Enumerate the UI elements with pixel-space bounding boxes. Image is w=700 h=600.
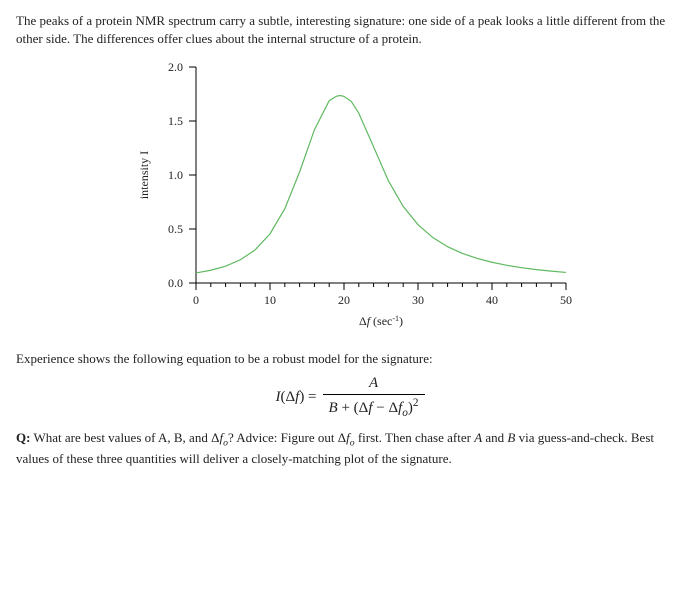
svg-text:40: 40	[486, 293, 498, 307]
q-prefix: Q:	[16, 430, 30, 445]
svg-text:2.0: 2.0	[168, 60, 183, 74]
q-body4: and	[482, 430, 507, 445]
svg-text:1.5: 1.5	[168, 114, 183, 128]
q-body2: ? Advice: Figure out Δ	[228, 430, 346, 445]
svg-text:10: 10	[264, 293, 276, 307]
eq-den-open: + (Δ	[338, 400, 369, 416]
eq-den-exp: 2	[413, 397, 419, 409]
eq-den-minus: − Δ	[372, 400, 398, 416]
model-equation: I(Δf) = A B + (Δf − Δfo)2	[275, 375, 424, 419]
eq-lhs-close: ) =	[299, 389, 316, 405]
svg-text:0: 0	[193, 293, 199, 307]
eq-fraction: A B + (Δf − Δfo)2	[323, 375, 425, 419]
nmr-spectrum-chart: 0 10 20 30 40 50 0.0 0.5 1.0 1.5 2.0 Δf (sec-1) inte…	[110, 53, 590, 343]
svg-text:0.0: 0.0	[168, 276, 183, 290]
equation-container: I(Δf) = A B + (Δf − Δfo)2	[16, 375, 684, 419]
svg-text:50: 50	[560, 293, 572, 307]
q-A: A	[474, 430, 482, 445]
chart-container: 0 10 20 30 40 50 0.0 0.5 1.0 1.5 2.0 Δf (sec-1) inte…	[16, 53, 684, 343]
svg-text:1.0: 1.0	[168, 168, 183, 182]
eq-den-B: B	[329, 400, 338, 416]
svg-text:0.5: 0.5	[168, 222, 183, 236]
svg-text:intensity I: intensity I	[137, 151, 151, 199]
q-body1: What are best values of A, B, and Δ	[30, 430, 219, 445]
q-body3: first. Then chase after	[355, 430, 475, 445]
question-paragraph: Q: What are best values of A, B, and Δfo…	[16, 429, 684, 467]
model-intro-text: Experience shows the following equation …	[16, 351, 684, 367]
intro-paragraph: The peaks of a protein NMR spectrum carr…	[16, 12, 684, 47]
eq-lhs-open: (Δ	[280, 389, 295, 405]
svg-text:30: 30	[412, 293, 424, 307]
svg-text:Δf (sec-1): Δf (sec-1)	[359, 314, 403, 329]
eq-denominator: B + (Δf − Δfo)2	[323, 394, 425, 419]
svg-text:20: 20	[338, 293, 350, 307]
eq-numerator: A	[363, 375, 384, 394]
